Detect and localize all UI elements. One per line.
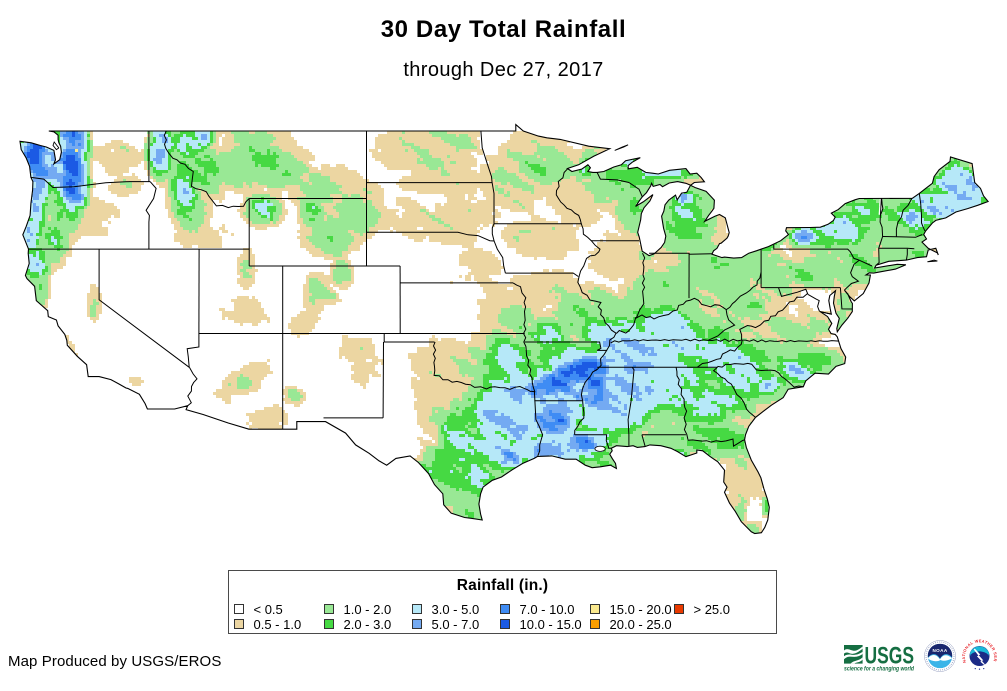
svg-text:USGS: USGS: [865, 643, 915, 670]
svg-text:NOAA: NOAA: [932, 648, 947, 653]
svg-text:science for a changing world: science for a changing world: [844, 667, 914, 673]
